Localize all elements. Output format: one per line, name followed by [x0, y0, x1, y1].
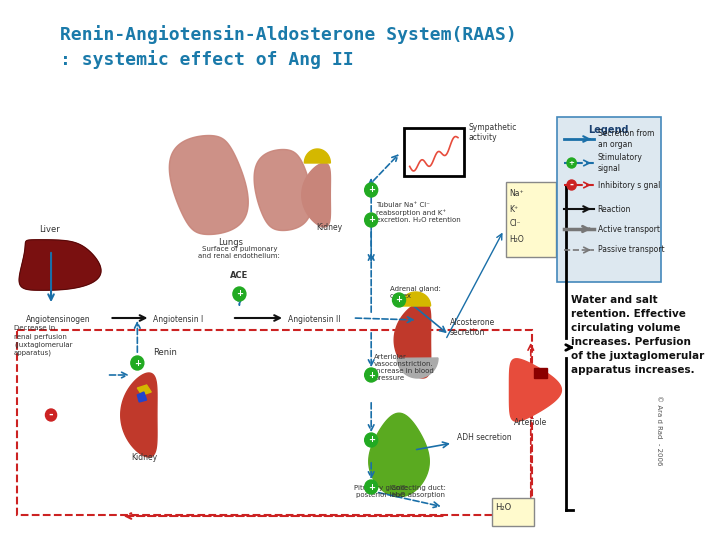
- Text: ACE: ACE: [230, 271, 248, 280]
- Text: Stimulatory
signal: Stimulatory signal: [598, 153, 642, 173]
- Text: Decrease in
renal perfusion
(juxtaglomerular
apparatus): Decrease in renal perfusion (juxtaglomer…: [14, 326, 73, 356]
- Circle shape: [392, 293, 405, 307]
- Polygon shape: [121, 373, 157, 457]
- Text: +: +: [368, 483, 374, 491]
- Text: Secretion from
an organ: Secretion from an organ: [598, 129, 654, 149]
- Text: K⁺: K⁺: [510, 205, 518, 213]
- Polygon shape: [401, 292, 431, 306]
- Circle shape: [567, 180, 576, 190]
- Polygon shape: [169, 136, 248, 234]
- Text: Alcosterone
secretion: Alcosterone secretion: [450, 318, 495, 337]
- Circle shape: [365, 213, 378, 227]
- Text: Water and salt
retention. Effective
circulating volume
increases. Perfusion
of t: Water and salt retention. Effective circ…: [571, 295, 704, 375]
- Polygon shape: [138, 392, 147, 402]
- Text: -: -: [570, 180, 574, 190]
- Circle shape: [567, 158, 576, 168]
- Text: Inhibitory s gnal: Inhibitory s gnal: [598, 180, 660, 190]
- Bar: [492, 498, 534, 526]
- Text: +: +: [368, 215, 374, 225]
- Polygon shape: [510, 359, 562, 421]
- Text: Arteriole: Arteriole: [514, 418, 547, 427]
- Polygon shape: [305, 149, 330, 163]
- Text: Passive transport: Passive transport: [598, 246, 665, 254]
- Text: Arteriolar
vasoconstriction.
Increase in blood
pressure: Arteriolar vasoconstriction. Increase in…: [374, 354, 433, 381]
- Polygon shape: [394, 302, 431, 378]
- Text: Lungs: Lungs: [217, 238, 243, 247]
- Text: : systemic effect of Ang II: : systemic effect of Ang II: [60, 50, 354, 69]
- Polygon shape: [369, 413, 429, 497]
- Text: Renin-Angiotensin-Aldosterone System(RAAS): Renin-Angiotensin-Aldosterone System(RAA…: [60, 25, 517, 44]
- Circle shape: [131, 356, 144, 370]
- Text: H₂O: H₂O: [495, 503, 512, 511]
- Polygon shape: [302, 163, 330, 227]
- Text: +: +: [395, 295, 402, 305]
- Circle shape: [233, 287, 246, 301]
- Text: Surface of pulmonary
and renal endothelium:: Surface of pulmonary and renal endotheli…: [199, 246, 280, 259]
- Circle shape: [365, 368, 378, 382]
- Bar: [505, 182, 556, 257]
- Circle shape: [365, 433, 378, 447]
- Text: +: +: [368, 435, 374, 444]
- Text: © Ara d Rad  - 2006: © Ara d Rad - 2006: [656, 395, 662, 465]
- Text: Pituitary gland:
posterior lobe: Pituitary gland: posterior lobe: [354, 485, 407, 498]
- Text: +: +: [569, 160, 575, 166]
- Circle shape: [45, 409, 57, 421]
- Circle shape: [365, 183, 378, 197]
- Polygon shape: [254, 150, 312, 231]
- Text: Na⁺: Na⁺: [510, 190, 524, 199]
- Circle shape: [365, 480, 378, 494]
- Polygon shape: [19, 240, 101, 290]
- Text: H₂O: H₂O: [510, 234, 524, 244]
- Text: Kidney: Kidney: [131, 453, 157, 462]
- Text: +: +: [134, 359, 141, 368]
- Text: Angiotensin II: Angiotensin II: [288, 315, 340, 324]
- Text: Liver: Liver: [39, 225, 60, 234]
- Polygon shape: [397, 358, 438, 378]
- Text: -: -: [49, 410, 53, 420]
- Polygon shape: [534, 368, 547, 378]
- Text: Kidney: Kidney: [316, 223, 343, 232]
- Text: +: +: [236, 289, 243, 299]
- Polygon shape: [138, 385, 151, 395]
- Text: Reaction: Reaction: [598, 205, 631, 213]
- Bar: [404, 128, 464, 176]
- Text: Cl⁻: Cl⁻: [510, 219, 521, 228]
- Text: Legend: Legend: [588, 125, 629, 135]
- Text: Adrenal gland:
cortex: Adrenal gland: cortex: [390, 286, 441, 299]
- Text: ADH secretion: ADH secretion: [456, 433, 511, 442]
- Text: Active transport: Active transport: [598, 225, 660, 233]
- Text: Renin: Renin: [153, 348, 177, 357]
- Bar: [17, 330, 531, 515]
- Text: Tubular Na⁺ Cl⁻
reabsorption and K⁺
excretion. H₂O retention: Tubular Na⁺ Cl⁻ reabsorption and K⁺ excr…: [376, 202, 461, 223]
- Text: +: +: [368, 370, 374, 380]
- Text: +: +: [368, 186, 374, 194]
- Text: Sympathetic
activity: Sympathetic activity: [469, 123, 517, 142]
- Text: Angiotensinogen: Angiotensinogen: [26, 315, 91, 324]
- Bar: [9, 105, 534, 525]
- Text: Collecting duct:
H₂O absorption: Collecting duct: H₂O absorption: [390, 485, 446, 498]
- Text: Angiotensin I: Angiotensin I: [153, 315, 203, 324]
- Bar: [557, 117, 661, 282]
